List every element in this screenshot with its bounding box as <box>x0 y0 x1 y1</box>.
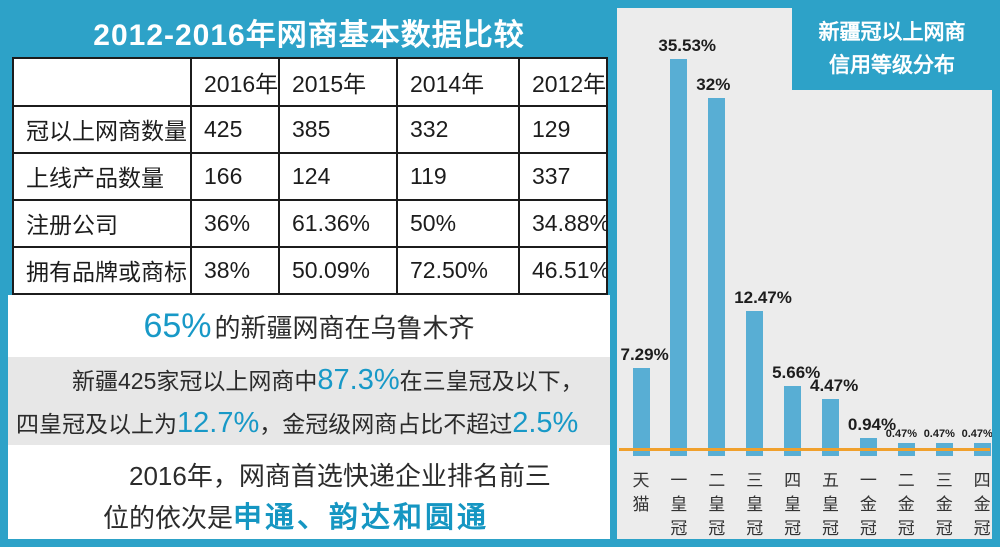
table-corner-cell <box>12 56 192 107</box>
fact-urumqi: 65% 的新疆网商在乌鲁木齐 <box>8 294 610 358</box>
comparison-table: 2016年 2015年 2014年 2012年 冠以上网商数量 425 385 … <box>12 56 608 295</box>
bar-value-label: 12.47% <box>734 288 792 308</box>
bar-7 <box>859 437 877 456</box>
fact-highlight-couriers: 申通、韵达和圆通 <box>233 502 490 534</box>
bar-6 <box>822 399 839 456</box>
row-label: 注册公司 <box>12 198 192 248</box>
table-cell: 166 <box>190 151 280 201</box>
bar-1 <box>632 368 650 456</box>
bar-value-label: 0.94% <box>847 414 897 434</box>
category-label: 五皇冠 <box>822 471 839 538</box>
fact-text: 位的依次是 <box>103 503 234 533</box>
col-header-2014: 2014年 <box>396 56 520 107</box>
bar-value-label: 4.47% <box>810 376 859 396</box>
category-label: 二皇冠 <box>708 471 726 538</box>
table-row: 上线产品数量 166 124 119 337 <box>12 151 608 201</box>
fact-crown-line1: 新疆425家冠以上网商中87.3%在三皇冠及以下， <box>16 359 602 402</box>
row-label: 拥有品牌或商标 <box>12 245 192 295</box>
table-cell: 46.51% <box>518 245 608 295</box>
table-cell: 50.09% <box>278 245 398 295</box>
fact-highlight: 87.3% <box>317 363 400 396</box>
table-cell: 425 <box>190 104 280 154</box>
table-cell: 36% <box>190 198 280 248</box>
col-header-2016: 2016年 <box>190 56 280 107</box>
fact-highlight: 12.7% <box>177 406 260 439</box>
table-cell: 72.50% <box>396 245 520 295</box>
bar-value-label: 7.29% <box>620 345 669 365</box>
category-label: 四皇冠 <box>784 471 802 538</box>
fact-text: ，金冠级网商占比不超过 <box>259 410 513 437</box>
fact-urumqi-text: 的新疆网商在乌鲁木齐 <box>214 312 475 343</box>
fact-crown-distribution: 新疆425家冠以上网商中87.3%在三皇冠及以下， 四皇冠及以上为12.7%，金… <box>8 357 610 445</box>
fact-text: 四皇冠及以上为 <box>16 410 177 437</box>
page-title: 2012-2016年网商基本数据比较 <box>93 19 525 53</box>
bar-value-label: 35.53% <box>658 35 717 55</box>
fact-express-line1: 2016年，网商首选快递企业排名前三 <box>129 461 551 491</box>
category-label: 一金冠 <box>859 471 877 538</box>
table-cell: 124 <box>278 151 398 201</box>
table-cell: 61.36% <box>278 198 398 248</box>
fact-crown-line2: 四皇冠及以上为12.7%，金冠级网商占比不超过2.5% <box>16 402 602 445</box>
bar-5 <box>784 386 802 456</box>
table-cell: 129 <box>518 104 608 154</box>
table-cell: 119 <box>396 151 520 201</box>
bar-2 <box>670 58 688 456</box>
col-header-2012: 2012年 <box>518 56 608 107</box>
bar-value-label: 0.47% <box>885 427 917 440</box>
left-panel: 2012-2016年网商基本数据比较 2016年 2015年 2014年 201… <box>8 8 610 539</box>
bar-value-label: 32% <box>696 74 731 94</box>
table-row: 冠以上网商数量 425 385 332 129 <box>12 104 608 154</box>
bar-3 <box>708 97 726 456</box>
row-label: 上线产品数量 <box>12 151 192 201</box>
bar-value-label: 5.66% <box>772 363 821 383</box>
fact-express-ranking: 2016年，网商首选快递企业排名前三 位的依次是申通、韵达和圆通 <box>8 445 610 539</box>
table-header-row: 2016年 2015年 2014年 2012年 <box>12 56 608 107</box>
fact-urumqi-perc借ent: 65% <box>143 306 212 345</box>
table-cell: 332 <box>396 104 520 154</box>
fact-text: 在三皇冠及以下， <box>399 367 584 394</box>
category-label: 一皇冠 <box>670 471 688 538</box>
chart-panel: 新疆冠以上网商 信用等级分布 7.29% 天猫 35.53% 一皇冠 32% 二皇冠 12.… <box>617 8 992 539</box>
table-cell: 50% <box>396 198 520 248</box>
bar-value-label: 0.47% <box>961 427 992 440</box>
fact-highlight: 2.5% <box>512 406 579 439</box>
chart-baseline <box>619 448 990 451</box>
category-label: 天猫 <box>632 471 650 514</box>
category-label: 三皇冠 <box>746 471 764 538</box>
bar-4 <box>746 311 764 456</box>
col-header-2015: 2015年 <box>278 56 398 107</box>
row-label: 冠以上网商数量 <box>12 104 192 154</box>
table-cell: 34.88% <box>518 198 608 248</box>
table-row: 拥有品牌或商标 38% 50.09% 72.50% 46.51% <box>12 245 608 295</box>
fact-text: 新疆425家冠以上网商中 <box>72 367 318 394</box>
fact-express-line2: 位的依次是申通、韵达和圆通 <box>103 497 610 539</box>
chart-title-line2: 信用等级分布 <box>829 54 955 77</box>
table-row: 注册公司 36% 61.36% 50% 34.88% <box>12 198 608 248</box>
chart-title-line1: 新疆冠以上网商 <box>818 21 966 44</box>
category-label: 二金冠 <box>897 471 915 538</box>
table-cell: 337 <box>518 151 608 201</box>
chart-title: 新疆冠以上网商 信用等级分布 <box>792 8 992 90</box>
category-label: 四金冠 <box>973 471 991 538</box>
table-cell: 38% <box>190 245 280 295</box>
category-label: 三金冠 <box>935 471 953 538</box>
table-cell: 385 <box>278 104 398 154</box>
bar-value-label: 0.47% <box>923 427 955 440</box>
